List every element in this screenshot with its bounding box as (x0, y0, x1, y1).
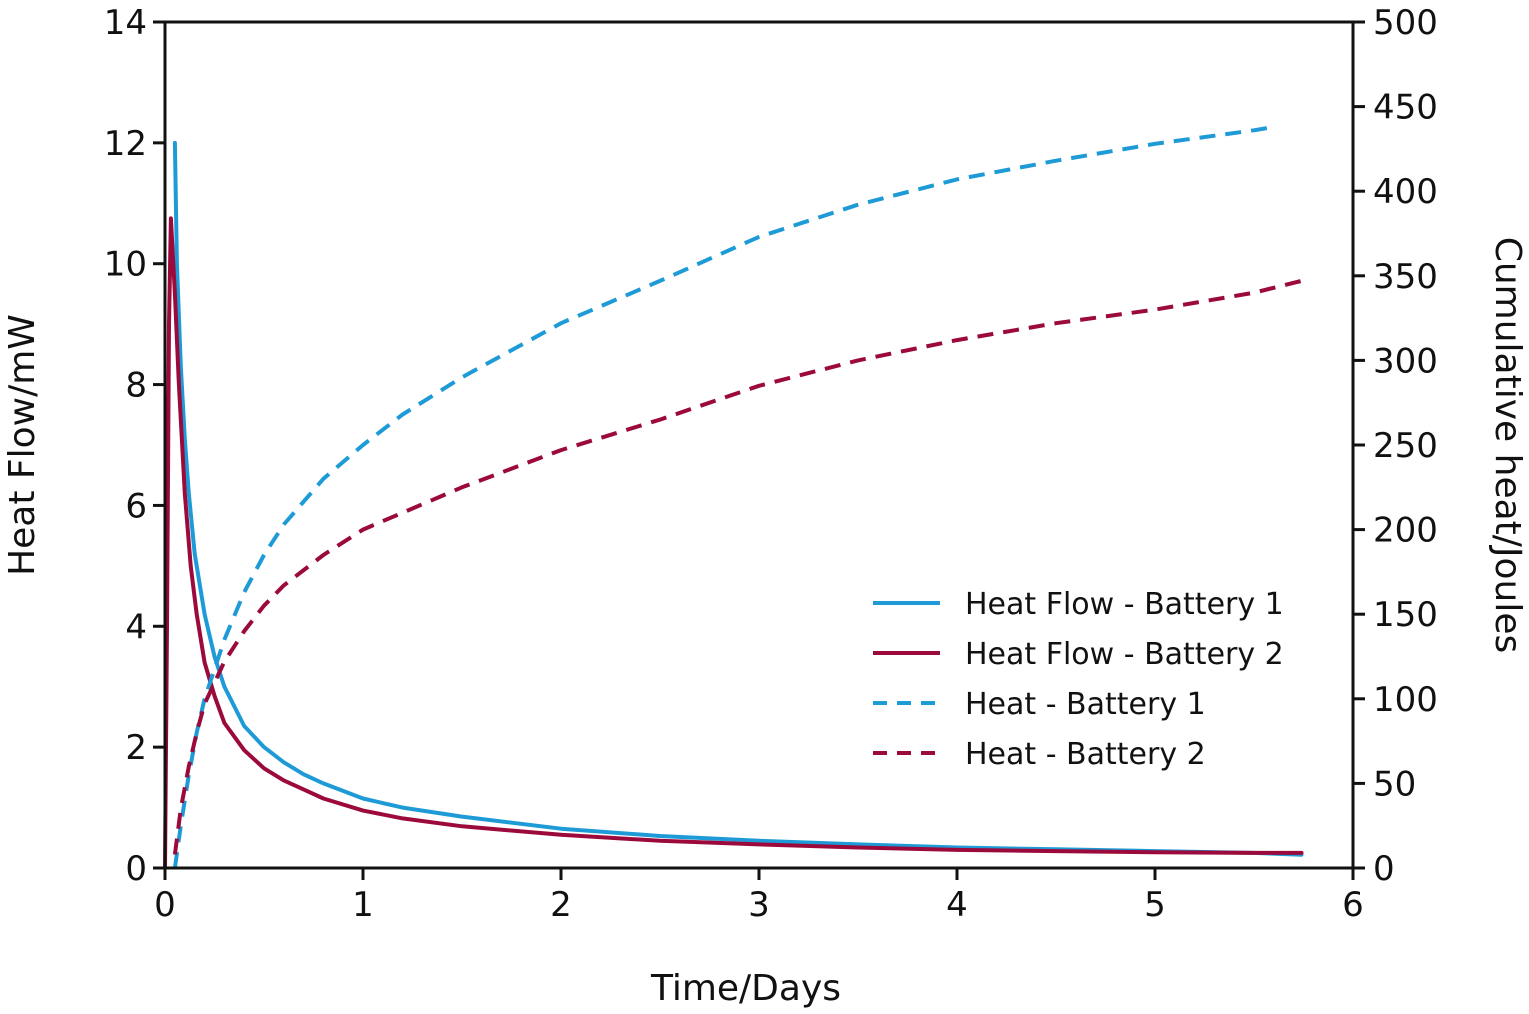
legend-label: Heat Flow - Battery 1 (965, 587, 1284, 622)
series-layer (163, 124, 1304, 870)
x-axis-title: Time/Days (650, 968, 841, 1009)
y-right-tick-label: 250 (1373, 426, 1438, 466)
y-left-tick-label: 6 (125, 486, 147, 526)
y-right-tick-label: 50 (1373, 764, 1416, 804)
x-tick-label: 3 (748, 885, 770, 925)
y-right-tick-label: 200 (1373, 511, 1438, 551)
y-left-tick-label: 2 (125, 728, 147, 768)
legend-label: Heat Flow - Battery 2 (965, 637, 1284, 672)
series-line-1 (172, 140, 1304, 857)
y-left-tick-label: 4 (125, 607, 147, 647)
series-line-4 (172, 278, 1302, 855)
y-right-tick-label: 100 (1373, 680, 1438, 720)
y-axis-right-title: Cumulative heat/Joules (1487, 237, 1528, 654)
legend-label: Heat - Battery 2 (965, 737, 1206, 772)
y-right-tick-label: 0 (1373, 849, 1395, 889)
legend-label: Heat - Battery 1 (965, 687, 1206, 722)
y-right-tick-label: 150 (1373, 595, 1438, 635)
y-left-tick-label: 14 (104, 3, 147, 43)
series-line-2 (163, 216, 1304, 870)
y-right-tick-label: 400 (1373, 172, 1438, 212)
y-left-tick-label: 8 (125, 366, 147, 406)
y-right-tick-label: 450 (1373, 88, 1438, 128)
y-left-tick-label: 12 (104, 124, 147, 164)
y-left-tick-label: 0 (125, 849, 147, 889)
y-right-tick-label: 500 (1373, 3, 1438, 43)
y-axis-left-title: Heat Flow/mW (2, 314, 43, 576)
x-tick-label: 0 (154, 885, 176, 925)
x-tick-label: 4 (946, 885, 968, 925)
x-tick-label: 6 (1342, 885, 1364, 925)
x-tick-label: 5 (1144, 885, 1166, 925)
legend: Heat Flow - Battery 1 Heat Flow - Battery… (873, 587, 1284, 772)
x-tick-label: 1 (352, 885, 374, 925)
axes-layer: 0 1 2 3 4 5 6024681012140501001502002503003504… (104, 3, 1438, 925)
series-line-3 (172, 124, 1275, 869)
y-left-tick-label: 10 (104, 245, 147, 285)
y-right-tick-label: 300 (1373, 341, 1438, 381)
y-right-tick-label: 350 (1373, 257, 1438, 297)
x-tick-label: 2 (550, 885, 572, 925)
